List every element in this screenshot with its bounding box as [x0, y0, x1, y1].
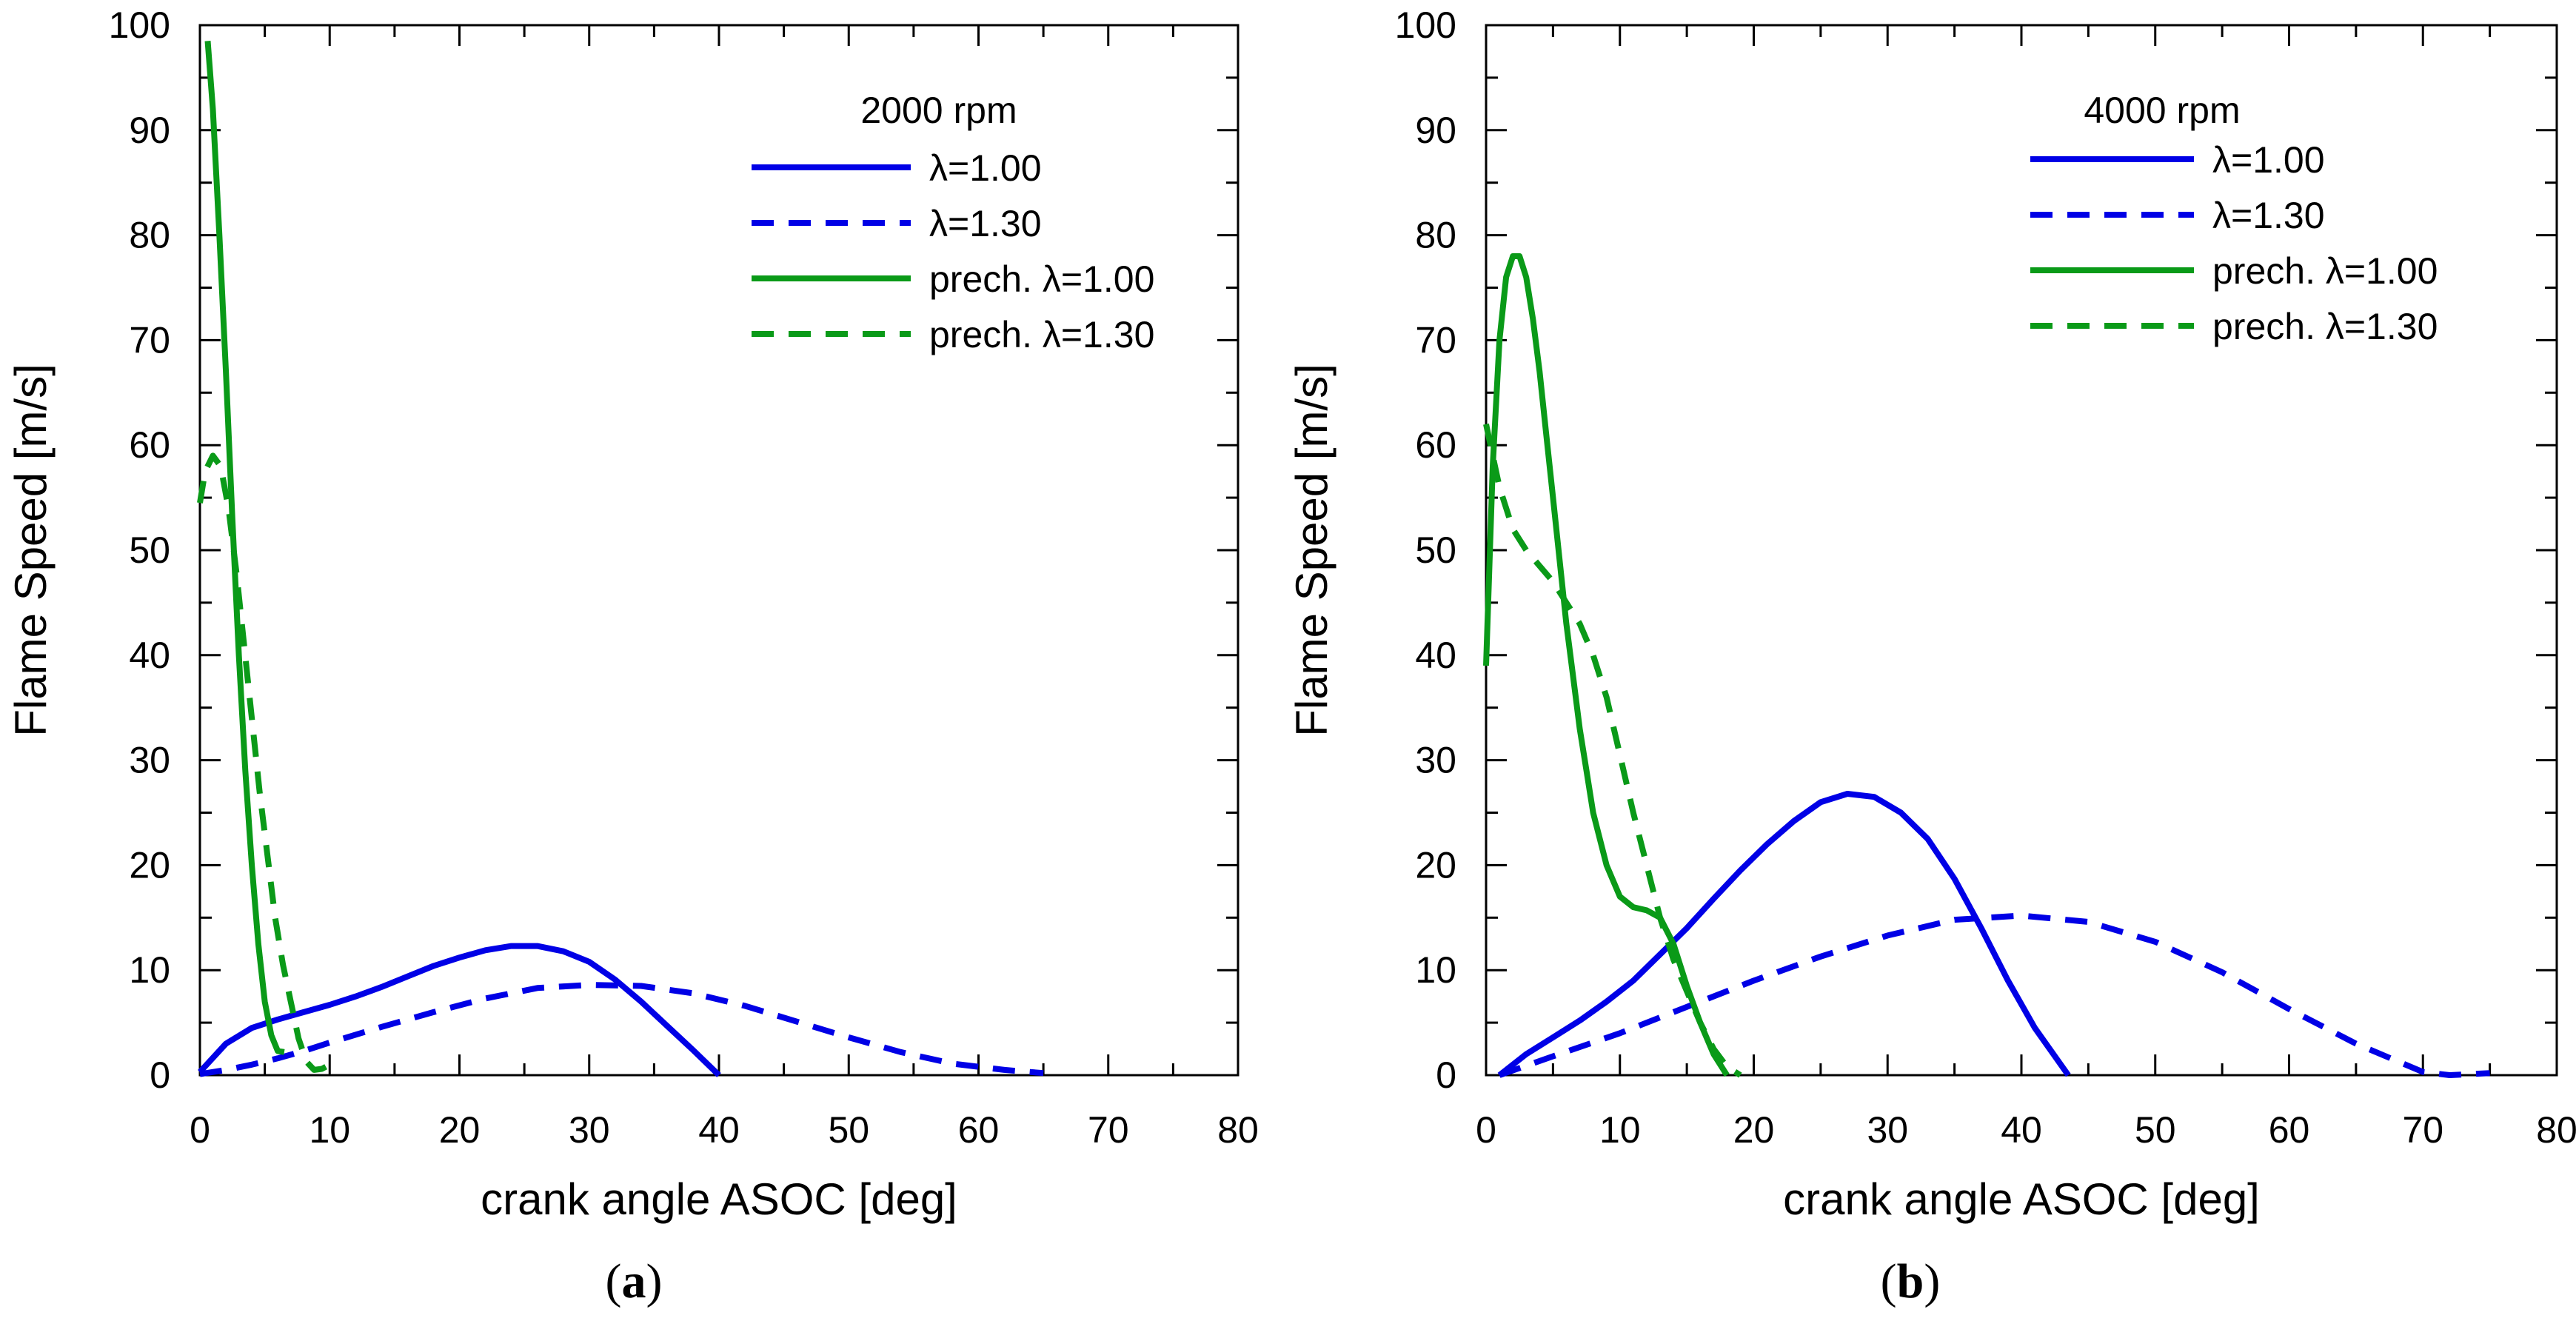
- y-tick-label: 40: [1415, 635, 1456, 676]
- x-tick-label: 50: [2135, 1109, 2176, 1151]
- x-axis-label: crank angle ASOC [deg]: [481, 1174, 957, 1224]
- y-tick-label: 80: [1415, 215, 1456, 256]
- x-tick-label: 40: [698, 1109, 740, 1151]
- x-tick-label: 30: [1867, 1109, 1908, 1151]
- series-line: [197, 452, 332, 1073]
- panel-caption: (a): [606, 1254, 663, 1308]
- y-tick-label: 90: [1415, 110, 1456, 151]
- y-tick-label: 0: [150, 1054, 170, 1096]
- legend-label: λ=1.30: [929, 203, 1042, 244]
- x-tick-label: 20: [439, 1109, 481, 1151]
- series-line: [1483, 253, 1730, 1077]
- x-tick-label: 20: [1733, 1109, 1775, 1151]
- plot-frame: [1485, 24, 2558, 1077]
- y-tick-label: 30: [1415, 740, 1456, 781]
- x-tick-label: 60: [958, 1109, 1000, 1151]
- x-tick-label: 80: [2536, 1109, 2576, 1151]
- x-tick-label: 0: [1476, 1109, 1496, 1151]
- legend-label: λ=1.30: [2212, 195, 2325, 236]
- legend-label: λ=1.00: [929, 147, 1042, 189]
- x-tick-label: 50: [828, 1109, 869, 1151]
- legend-label: prech. λ=1.30: [929, 314, 1154, 355]
- y-tick-label: 60: [129, 424, 170, 466]
- x-tick-label: 80: [1217, 1109, 1259, 1151]
- legend-title: 4000 rpm: [2084, 90, 2240, 131]
- x-tick-label: 60: [2269, 1109, 2310, 1151]
- y-tick-label: 40: [129, 635, 170, 676]
- y-tick-label: 90: [129, 110, 170, 151]
- y-axis-label: Flame Speed [m/s]: [6, 364, 56, 737]
- series-line: [1498, 912, 2490, 1078]
- legend-title: 2000 rpm: [860, 90, 1017, 131]
- legend-label: prech. λ=1.30: [2212, 306, 2438, 347]
- y-tick-label: 20: [1415, 844, 1456, 886]
- y-tick-label: 100: [1395, 4, 1456, 46]
- y-tick-label: 50: [129, 529, 170, 571]
- legend-label: prech. λ=1.00: [929, 258, 1154, 300]
- y-tick-label: 50: [1415, 529, 1456, 571]
- y-tick-label: 0: [1436, 1054, 1456, 1096]
- x-tick-label: 0: [190, 1109, 210, 1151]
- legend-label: prech. λ=1.00: [2212, 250, 2438, 292]
- x-tick-label: 10: [309, 1109, 350, 1151]
- chart-panel-a: 0 10 20 30 40 50 60 70 80 90 100 0 10 20 30 40 50 60 70 80 c…: [6, 4, 1259, 1308]
- series-line: [204, 40, 285, 1055]
- chart-panel-b: 0 10 20 30 40 50 60 70 80 90 100 0 10 20 30 40 50 60 70 80 c…: [1287, 4, 2576, 1308]
- y-tick-label: 10: [129, 949, 170, 991]
- series-line: [1497, 791, 2071, 1078]
- x-tick-label: 70: [1088, 1109, 1129, 1151]
- x-tick-label: 30: [569, 1109, 610, 1151]
- y-tick-label: 20: [129, 844, 170, 886]
- y-tick-label: 30: [129, 740, 170, 781]
- y-tick-label: 70: [129, 319, 170, 361]
- series-line: [198, 943, 721, 1077]
- series-line: [1483, 423, 1742, 1078]
- x-tick-label: 40: [2001, 1109, 2042, 1151]
- y-tick-label: 100: [109, 4, 170, 46]
- legend-label: λ=1.00: [2212, 139, 2325, 181]
- y-tick-label: 70: [1415, 319, 1456, 361]
- series-line: [199, 982, 1044, 1077]
- plot-frame: [198, 24, 1240, 1077]
- y-axis-label: Flame Speed [m/s]: [1287, 364, 1336, 737]
- x-axis-label: crank angle ASOC [deg]: [1783, 1174, 2260, 1224]
- y-tick-label: 80: [129, 215, 170, 256]
- y-tick-label: 10: [1415, 949, 1456, 991]
- y-tick-label: 60: [1415, 424, 1456, 466]
- x-tick-label: 70: [2402, 1109, 2443, 1151]
- x-tick-label: 10: [1599, 1109, 1641, 1151]
- panel-caption: (b): [1881, 1254, 1941, 1308]
